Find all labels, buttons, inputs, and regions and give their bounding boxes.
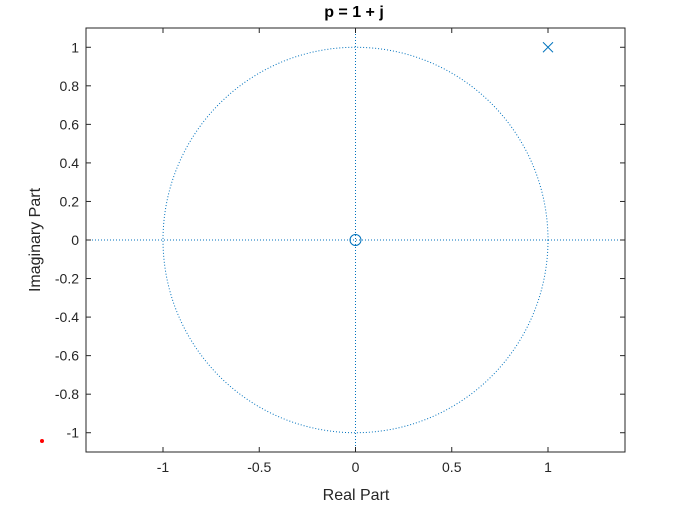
y-tick-label: -1	[67, 425, 80, 441]
red-dot-marker	[40, 439, 44, 443]
y-axis-label: Imaginary Part	[27, 187, 44, 292]
y-tick-label: 1	[71, 39, 79, 55]
x-tick-label: 0	[352, 459, 360, 475]
y-tick-label: -0.4	[55, 309, 79, 325]
axis-ticks: -1 -0.5 0 0.5 1 1 0.8 0.6 0.4 0.2 0 -0.2 -0.4 -0.6 -0.…	[55, 28, 625, 475]
x-axis-label: Real Part	[323, 487, 390, 504]
x-tick-label: -1	[157, 459, 170, 475]
x-tick-label: 1	[544, 459, 552, 475]
x-tick-label: -0.5	[247, 459, 271, 475]
pole-marker	[542, 41, 554, 53]
y-tick-label: 0.6	[60, 116, 80, 132]
y-tick-label: -0.2	[55, 271, 79, 287]
chart-title: p = 1 + j	[324, 4, 384, 21]
unit-circle	[162, 46, 549, 434]
x-tick-label: 0.5	[442, 459, 462, 475]
y-tick-label: -0.8	[55, 386, 79, 402]
plot-area	[86, 28, 625, 452]
pole-marker-stroke	[542, 41, 554, 53]
y-tick-label: 0	[71, 232, 79, 248]
y-tick-label: 0.4	[60, 155, 80, 171]
y-tick-label: 0.2	[60, 193, 80, 209]
zero-marker	[349, 234, 362, 246]
y-tick-label: 0.8	[60, 78, 80, 94]
y-tick-label: -0.6	[55, 348, 79, 364]
